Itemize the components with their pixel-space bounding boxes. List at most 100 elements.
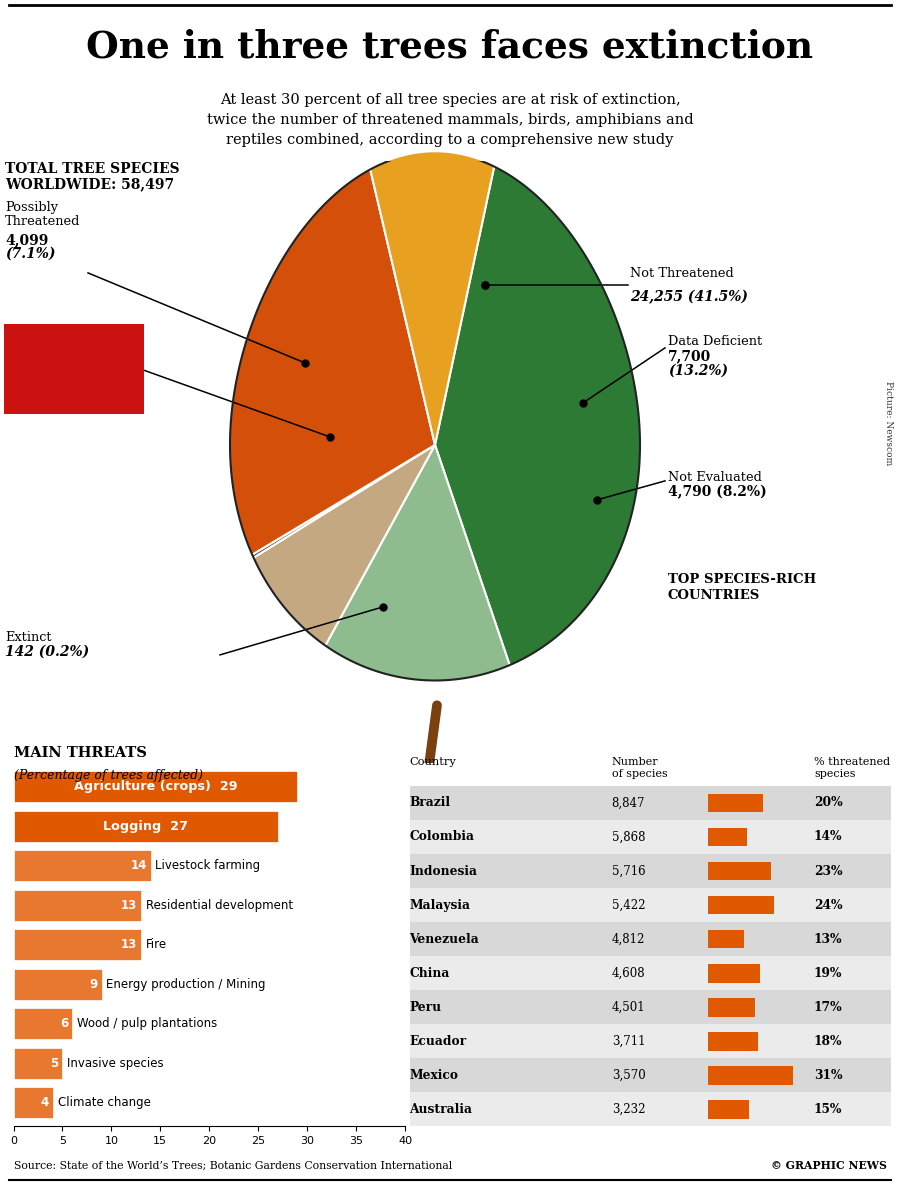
Text: Peru: Peru [410, 1001, 442, 1013]
FancyBboxPatch shape [410, 1092, 891, 1126]
Text: 14%: 14% [814, 831, 842, 844]
FancyBboxPatch shape [708, 930, 743, 949]
Text: (13.2%): (13.2%) [668, 364, 728, 378]
Text: 9: 9 [89, 977, 98, 991]
Text: 13: 13 [121, 938, 137, 951]
Text: 31%: 31% [814, 1069, 842, 1082]
Text: © GRAPHIC NEWS: © GRAPHIC NEWS [770, 1160, 886, 1171]
FancyBboxPatch shape [708, 964, 760, 982]
Bar [14, 889, 140, 920]
Text: Ecuador: Ecuador [410, 1035, 466, 1048]
Wedge shape [140, 445, 435, 750]
Text: Possibly: Possibly [5, 201, 58, 213]
Text: Indonesia: Indonesia [410, 864, 478, 877]
Text: 18%: 18% [814, 1035, 842, 1048]
Bar [14, 1008, 72, 1039]
Text: One in three trees faces extinction: One in three trees faces extinction [86, 29, 814, 66]
Text: WORLDWIDE: 58,497: WORLDWIDE: 58,497 [5, 176, 174, 191]
Text: 4,812: 4,812 [612, 932, 645, 945]
Text: China: China [410, 967, 450, 980]
Text: Source: State of the World’s Trees; Botanic Gardens Conservation International: Source: State of the World’s Trees; Bota… [14, 1161, 452, 1171]
Text: 5,422: 5,422 [612, 899, 645, 912]
Text: Mexico: Mexico [410, 1069, 458, 1082]
Text: Fire: Fire [146, 938, 166, 951]
FancyBboxPatch shape [410, 923, 891, 956]
FancyBboxPatch shape [410, 991, 891, 1024]
Wedge shape [138, 445, 435, 628]
Text: 5,868: 5,868 [612, 831, 645, 844]
Text: Brazil: Brazil [410, 796, 451, 809]
Text: (29.9%): (29.9%) [12, 365, 68, 378]
FancyBboxPatch shape [708, 862, 771, 881]
Text: Picture: Newscom: Picture: Newscom [884, 380, 893, 465]
Bar [14, 850, 150, 881]
FancyBboxPatch shape [410, 786, 891, 820]
Text: Agriculture (crops)  29: Agriculture (crops) 29 [74, 780, 238, 793]
FancyBboxPatch shape [708, 895, 774, 914]
Bar [14, 1087, 52, 1118]
Text: TOP SPECIES-RICH: TOP SPECIES-RICH [668, 573, 816, 586]
FancyBboxPatch shape [410, 1058, 891, 1092]
Text: 23%: 23% [814, 864, 842, 877]
Text: Not Threatened: Not Threatened [630, 267, 734, 280]
Text: MAIN THREATS: MAIN THREATS [14, 746, 147, 760]
Text: Threatened: Threatened [12, 335, 87, 348]
Text: Wood / pulp plantations: Wood / pulp plantations [77, 1017, 218, 1030]
Text: Extinct: Extinct [5, 631, 51, 644]
Text: 14: 14 [130, 859, 147, 873]
FancyBboxPatch shape [708, 1032, 758, 1050]
Text: Threatened: Threatened [5, 215, 80, 228]
FancyBboxPatch shape [410, 956, 891, 991]
Text: 13: 13 [121, 899, 137, 912]
Text: 5,716: 5,716 [612, 864, 645, 877]
FancyBboxPatch shape [410, 888, 891, 923]
Text: 4,099: 4,099 [5, 232, 49, 247]
Wedge shape [88, 107, 435, 623]
FancyBboxPatch shape [4, 324, 144, 414]
Bar [14, 930, 140, 960]
Text: 3,711: 3,711 [612, 1035, 645, 1048]
Text: 24,255 (41.5%): 24,255 (41.5%) [630, 290, 748, 304]
Text: Energy production / Mining: Energy production / Mining [106, 977, 266, 991]
Text: TOTAL TREE SPECIES: TOTAL TREE SPECIES [5, 162, 180, 176]
Text: COUNTRIES: COUNTRIES [668, 589, 760, 602]
Text: 4,790 (8.2%): 4,790 (8.2%) [668, 485, 767, 499]
Text: 15%: 15% [814, 1103, 842, 1116]
Text: 13%: 13% [814, 932, 842, 945]
Text: 6: 6 [60, 1017, 68, 1030]
Bar [14, 811, 278, 842]
Text: 20%: 20% [814, 796, 842, 809]
Text: Australia: Australia [410, 1103, 472, 1116]
Text: At least 30 percent of all tree species are at risk of extinction,
twice the num: At least 30 percent of all tree species … [207, 93, 693, 148]
Text: 5: 5 [50, 1057, 58, 1069]
Wedge shape [268, 445, 546, 791]
FancyBboxPatch shape [708, 794, 763, 812]
Bar [14, 771, 297, 802]
Text: Number
of species: Number of species [612, 757, 668, 780]
Text: 24%: 24% [814, 899, 842, 912]
Text: % threatened
species: % threatened species [814, 757, 890, 780]
Text: Venezuela: Venezuela [410, 932, 479, 945]
Text: 8,847: 8,847 [612, 796, 645, 809]
FancyBboxPatch shape [708, 827, 746, 846]
Wedge shape [356, 98, 508, 445]
Text: (7.1%): (7.1%) [5, 247, 56, 261]
FancyBboxPatch shape [410, 820, 891, 853]
Text: Livestock farming: Livestock farming [156, 859, 260, 873]
Text: 7,700: 7,700 [668, 349, 711, 362]
Text: Logging  27: Logging 27 [104, 820, 188, 832]
Text: 4: 4 [40, 1097, 49, 1110]
FancyBboxPatch shape [708, 1066, 793, 1085]
Text: 19%: 19% [814, 967, 842, 980]
Wedge shape [435, 105, 782, 774]
Text: 3,232: 3,232 [612, 1103, 645, 1116]
Text: Country: Country [410, 757, 456, 766]
FancyBboxPatch shape [708, 1100, 750, 1119]
Text: 4,501: 4,501 [612, 1001, 645, 1013]
Text: 4,608: 4,608 [612, 967, 645, 980]
Text: (Percentage of trees affected): (Percentage of trees affected) [14, 769, 203, 782]
Text: Residential development: Residential development [146, 899, 292, 912]
Text: 3,570: 3,570 [612, 1069, 645, 1082]
Text: Climate change: Climate change [58, 1097, 150, 1110]
Text: 17,510: 17,510 [12, 349, 70, 362]
